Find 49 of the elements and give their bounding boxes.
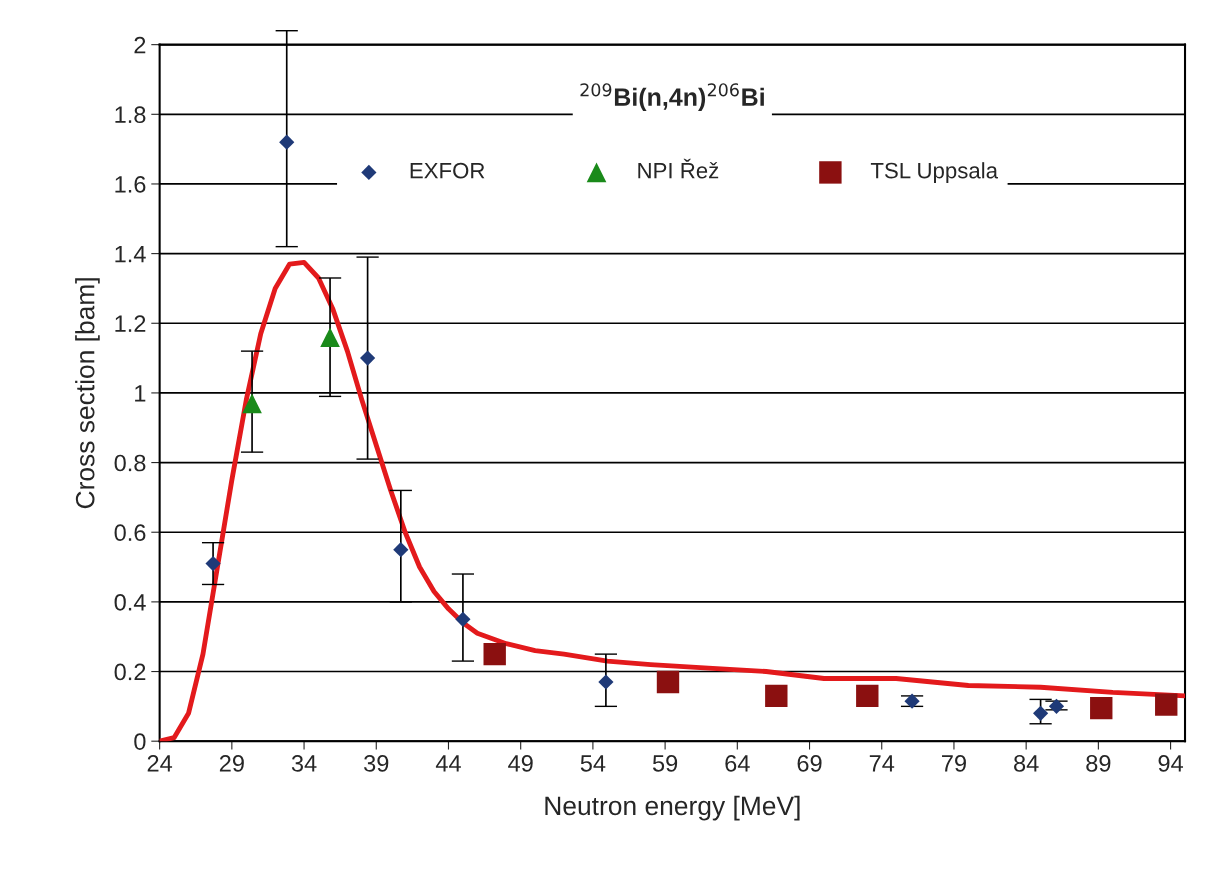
x-tick-label: 84 xyxy=(1014,755,1039,772)
legend-label: NPI Řež xyxy=(638,158,719,179)
x-axis-title: Neutron energy [MeV] xyxy=(545,795,800,821)
y-tick-label: 1.2 xyxy=(115,315,146,332)
y-tick-label: 0.8 xyxy=(114,454,146,472)
y-axis-title: Cross section [bam] xyxy=(75,278,100,509)
x-tick-label: 29 xyxy=(219,755,244,772)
point xyxy=(904,693,920,709)
point xyxy=(1048,698,1065,714)
x-tick-label: 64 xyxy=(725,755,750,772)
x-tick-label: 89 xyxy=(1086,755,1111,772)
point xyxy=(656,670,680,694)
x-tick-label: 34 xyxy=(291,755,317,772)
y-tick-label: 0.4 xyxy=(114,593,146,611)
y-tick-label: 1.8 xyxy=(115,106,146,124)
x-tick-label: 59 xyxy=(652,755,678,772)
y-tick-label: 1.6 xyxy=(115,176,146,193)
y-tick-label: 2 xyxy=(134,36,146,54)
y-tick-label: 0 xyxy=(134,733,146,750)
legend-label: EXFOR xyxy=(410,162,485,179)
point xyxy=(360,350,376,366)
point xyxy=(393,542,409,558)
point xyxy=(455,611,471,627)
x-tick-label: 94 xyxy=(1158,755,1184,772)
x-tick-label: 69 xyxy=(797,755,822,772)
point xyxy=(856,684,879,708)
y-tick-label: 1 xyxy=(135,385,146,402)
point xyxy=(483,642,506,666)
point xyxy=(1090,696,1113,720)
text: $^{209}$Bi(n,4n)$^{206}$Bi xyxy=(580,83,764,111)
point xyxy=(279,134,295,150)
x-tick-label: 49 xyxy=(508,755,533,772)
x-tick-label: 44 xyxy=(435,755,461,772)
x-tick-label: 24 xyxy=(147,755,173,772)
x-tick-label: 39 xyxy=(364,755,389,772)
point xyxy=(242,393,262,414)
y-tick-label: 1.4 xyxy=(115,245,146,263)
point xyxy=(320,327,340,348)
point xyxy=(205,555,221,572)
x-tick-label: 74 xyxy=(869,755,895,772)
point xyxy=(598,674,614,690)
point xyxy=(1032,705,1049,721)
x-tick-label: 79 xyxy=(942,755,966,772)
point xyxy=(765,684,788,708)
y-tick-label: 0.2 xyxy=(114,663,146,681)
point xyxy=(1155,693,1178,716)
y-tick-label: 0.6 xyxy=(114,524,146,542)
x-tick-label: 54 xyxy=(580,755,606,772)
legend-label: TSL Uppsala xyxy=(870,162,999,183)
